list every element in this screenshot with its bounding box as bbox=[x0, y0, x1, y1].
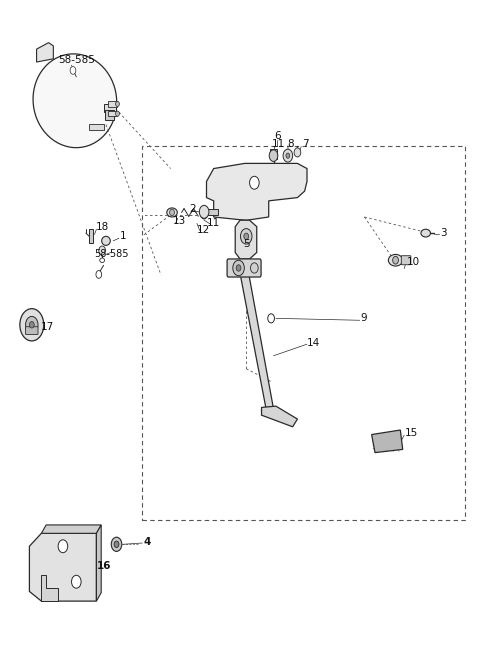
FancyBboxPatch shape bbox=[89, 124, 104, 130]
FancyBboxPatch shape bbox=[105, 111, 114, 120]
Circle shape bbox=[268, 314, 275, 323]
FancyBboxPatch shape bbox=[108, 111, 117, 116]
Text: 12: 12 bbox=[197, 225, 210, 235]
Circle shape bbox=[240, 228, 252, 244]
Circle shape bbox=[250, 176, 259, 189]
Polygon shape bbox=[36, 43, 53, 62]
Text: 8: 8 bbox=[287, 139, 294, 149]
Circle shape bbox=[70, 67, 76, 74]
Circle shape bbox=[236, 265, 241, 271]
Polygon shape bbox=[41, 575, 58, 601]
FancyBboxPatch shape bbox=[401, 256, 411, 265]
Text: 11: 11 bbox=[206, 219, 220, 228]
Circle shape bbox=[29, 322, 34, 328]
Text: 1: 1 bbox=[120, 231, 126, 241]
Circle shape bbox=[169, 209, 174, 215]
Text: 11: 11 bbox=[272, 139, 285, 149]
Polygon shape bbox=[41, 525, 101, 533]
FancyBboxPatch shape bbox=[204, 209, 217, 215]
Text: 13: 13 bbox=[173, 217, 186, 226]
Circle shape bbox=[251, 263, 258, 273]
Circle shape bbox=[72, 575, 81, 588]
Text: 2: 2 bbox=[189, 204, 195, 214]
Ellipse shape bbox=[167, 208, 177, 217]
Circle shape bbox=[20, 309, 44, 341]
Text: 16: 16 bbox=[96, 560, 111, 571]
Circle shape bbox=[244, 233, 249, 239]
Text: 14: 14 bbox=[307, 338, 320, 348]
Circle shape bbox=[393, 256, 398, 264]
Bar bbox=[142, 146, 465, 520]
Text: 5: 5 bbox=[243, 239, 250, 249]
Text: 4: 4 bbox=[144, 537, 151, 547]
Polygon shape bbox=[29, 533, 96, 601]
Text: 6: 6 bbox=[275, 131, 281, 141]
Text: 10: 10 bbox=[407, 257, 420, 267]
Text: 18: 18 bbox=[96, 223, 108, 232]
Circle shape bbox=[25, 316, 38, 333]
Ellipse shape bbox=[102, 236, 110, 245]
Text: 58-585: 58-585 bbox=[94, 249, 129, 259]
Circle shape bbox=[96, 270, 102, 278]
Circle shape bbox=[58, 540, 68, 553]
Circle shape bbox=[116, 111, 120, 116]
Ellipse shape bbox=[388, 254, 403, 266]
Ellipse shape bbox=[100, 258, 105, 263]
Circle shape bbox=[233, 260, 244, 276]
Circle shape bbox=[199, 205, 209, 218]
Text: 7: 7 bbox=[302, 139, 309, 149]
Polygon shape bbox=[372, 430, 403, 453]
Circle shape bbox=[286, 153, 290, 159]
Text: 9: 9 bbox=[360, 313, 367, 324]
Circle shape bbox=[114, 541, 119, 547]
Ellipse shape bbox=[33, 54, 117, 148]
FancyBboxPatch shape bbox=[89, 229, 93, 243]
Circle shape bbox=[116, 102, 120, 107]
Text: 17: 17 bbox=[40, 322, 54, 332]
FancyBboxPatch shape bbox=[108, 102, 117, 107]
Circle shape bbox=[111, 537, 122, 551]
Polygon shape bbox=[206, 164, 307, 220]
Polygon shape bbox=[96, 525, 101, 601]
Circle shape bbox=[99, 246, 106, 255]
Circle shape bbox=[294, 148, 301, 157]
Polygon shape bbox=[235, 220, 257, 259]
Text: 15: 15 bbox=[405, 428, 419, 438]
Circle shape bbox=[283, 149, 293, 162]
Polygon shape bbox=[240, 273, 274, 413]
Ellipse shape bbox=[421, 229, 431, 237]
Ellipse shape bbox=[200, 206, 208, 219]
FancyBboxPatch shape bbox=[270, 149, 277, 159]
FancyBboxPatch shape bbox=[104, 104, 116, 112]
Text: 58-585: 58-585 bbox=[58, 55, 95, 65]
Text: 3: 3 bbox=[440, 228, 447, 238]
FancyBboxPatch shape bbox=[227, 259, 261, 277]
Polygon shape bbox=[262, 406, 298, 427]
FancyBboxPatch shape bbox=[25, 327, 38, 334]
Circle shape bbox=[269, 150, 278, 162]
